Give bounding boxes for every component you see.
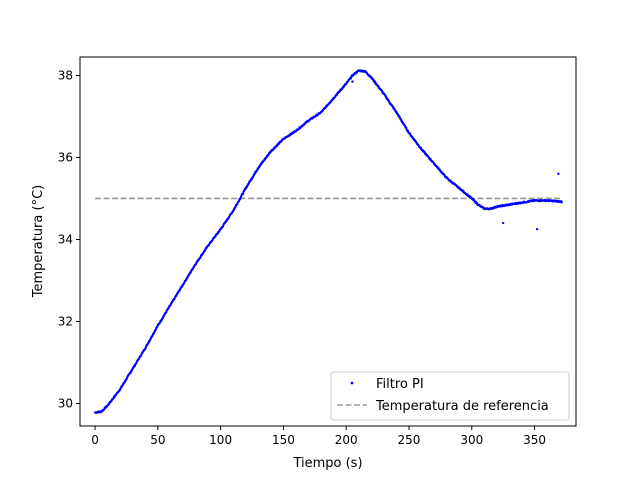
x-tick-label: 50: [150, 433, 165, 447]
data-point: [405, 126, 408, 129]
data-point-outlier: [557, 172, 560, 176]
data-point: [135, 362, 138, 365]
data-point: [432, 161, 435, 164]
marks-layer: [93, 69, 563, 414]
x-axis-label: Tiempo (s): [292, 456, 362, 471]
series-points-filtro-pi: [93, 69, 563, 414]
data-point-outlier: [351, 80, 354, 83]
data-point: [406, 129, 410, 132]
x-tick-label: 150: [272, 433, 295, 447]
x-tick-label: 100: [209, 433, 232, 447]
y-axis-label: Temperatura (°C): [31, 185, 46, 298]
data-point-outlier: [501, 221, 505, 225]
data-point: [183, 281, 186, 285]
data-point-outlier: [535, 228, 539, 231]
y-tick-label: 32: [58, 314, 73, 328]
legend-marker-filtro-pi: [350, 381, 354, 385]
x-tick-label: 250: [398, 433, 421, 447]
axes-frame: [79, 56, 577, 427]
data-point: [165, 311, 168, 314]
x-tick-label: 350: [523, 433, 546, 447]
data-point: [154, 328, 157, 332]
x-ticks: 0 50 100 150 200 250 300 350: [91, 426, 546, 447]
y-tick-label: 36: [58, 150, 73, 164]
y-tick-label: 34: [58, 232, 73, 246]
y-tick-label: 30: [58, 396, 73, 410]
legend-label-filtro-pi: Filtro PI: [376, 377, 424, 392]
legend-box: [330, 371, 570, 421]
data-point: [242, 192, 245, 195]
data-point: [173, 297, 176, 300]
y-ticks: 30 32 34 36 38: [58, 68, 80, 410]
x-tick-label: 200: [335, 433, 358, 447]
x-tick-label: 300: [460, 433, 483, 447]
legend-label-referencia: Temperatura de referencia: [375, 399, 549, 414]
legend: Filtro PI Temperatura de referencia: [330, 371, 570, 421]
data-point: [560, 201, 563, 204]
y-tick-label: 38: [58, 68, 73, 82]
x-tick-label: 0: [91, 433, 99, 447]
